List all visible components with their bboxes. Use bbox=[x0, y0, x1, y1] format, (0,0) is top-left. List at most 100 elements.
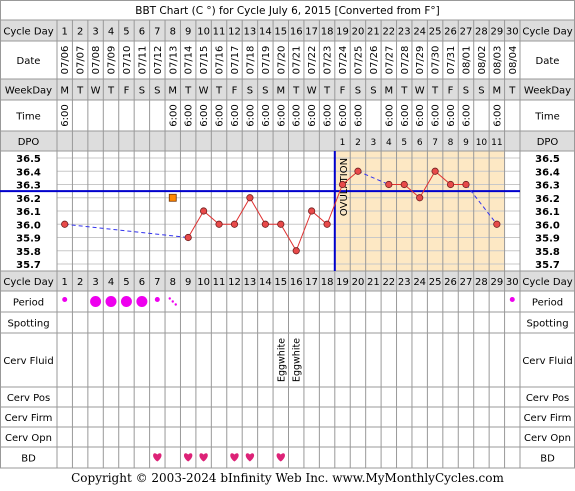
weekday-label: W bbox=[199, 86, 209, 97]
temp-point bbox=[292, 247, 300, 255]
time-label: 6:00 bbox=[307, 104, 318, 126]
period-marker-heavy bbox=[105, 296, 117, 307]
cycle-day-label: 2 bbox=[77, 27, 83, 38]
dpo-label: 8 bbox=[448, 138, 454, 148]
cycle-day-label-bottom: 9 bbox=[185, 277, 191, 288]
temp-line-segment bbox=[295, 210, 313, 251]
y-tick-label-right: 36.3 bbox=[535, 181, 560, 192]
time-label: 6:00 bbox=[400, 104, 411, 126]
copyright-text: Copyright © 2003-2024 bInfinity Web Inc.… bbox=[71, 471, 504, 485]
bd-heart-icon bbox=[199, 453, 208, 462]
cycle-day-label-bottom: 22 bbox=[382, 277, 395, 288]
cycle-day-label: 30 bbox=[506, 27, 519, 38]
date-label: 08/04 bbox=[508, 46, 519, 75]
time-label: 6:00 bbox=[492, 104, 503, 126]
bd-heart-icon bbox=[153, 453, 162, 462]
time-label: 6:00 bbox=[338, 104, 349, 126]
time-label: 6:00 bbox=[245, 104, 256, 126]
date-label: 07/21 bbox=[292, 46, 303, 75]
cycle-day-label-bottom: 25 bbox=[429, 277, 442, 288]
cycle-day-label-bottom: 18 bbox=[321, 277, 334, 288]
cycle-day-label-bottom: 26 bbox=[444, 277, 457, 288]
date-label: 07/13 bbox=[168, 46, 179, 75]
y-tick-label-right: 36.4 bbox=[535, 167, 560, 178]
period-marker-spotting bbox=[171, 300, 174, 303]
weekday-label: S bbox=[478, 86, 484, 97]
cycle-day-label-bottom: 13 bbox=[244, 277, 257, 288]
row-label-bd: BD bbox=[21, 454, 36, 465]
cycle-day-label-bottom: 15 bbox=[274, 277, 287, 288]
cycle-day-label: 13 bbox=[244, 27, 257, 38]
cycle-day-label: 16 bbox=[290, 27, 303, 38]
weekday-label: S bbox=[355, 86, 361, 97]
temp-point bbox=[230, 220, 239, 228]
time-label: 6:00 bbox=[461, 104, 472, 126]
date-label: 07/09 bbox=[107, 46, 118, 75]
cycle-day-label-bottom: 7 bbox=[154, 277, 160, 288]
dpo-label: 10 bbox=[476, 138, 488, 148]
period-marker-spotting bbox=[174, 303, 177, 306]
cycle-day-label: 24 bbox=[413, 27, 426, 38]
y-tick-label-right: 36.5 bbox=[535, 154, 560, 165]
temp-point bbox=[261, 220, 269, 228]
date-label: 07/14 bbox=[184, 46, 195, 75]
time-label: 6:00 bbox=[276, 104, 287, 126]
row-label-right-cycle_day: Cycle Day bbox=[522, 27, 572, 38]
y-tick-label: 35.9 bbox=[16, 234, 41, 245]
cycle-day-label-bottom: 17 bbox=[305, 277, 318, 288]
weekday-label: M bbox=[276, 86, 285, 97]
cycle-day-label-bottom: 5 bbox=[123, 277, 129, 288]
cycle-day-label: 4 bbox=[108, 27, 114, 38]
cycle-day-label-bottom: 4 bbox=[108, 277, 114, 288]
temp-line-segment bbox=[187, 210, 205, 238]
row-label-right-dpo: DPO bbox=[537, 137, 559, 148]
discarded-temp-point bbox=[168, 193, 177, 202]
y-tick-label: 36.1 bbox=[16, 207, 41, 218]
temp-point bbox=[323, 220, 331, 228]
row-label-cycle_day: Cycle Day bbox=[3, 27, 53, 38]
y-tick-label: 35.7 bbox=[16, 260, 41, 271]
bd-heart-icon bbox=[245, 453, 255, 462]
weekday-label: T bbox=[76, 86, 84, 97]
period-marker-light bbox=[509, 297, 515, 302]
cycle-day-label: 26 bbox=[444, 27, 457, 38]
row-label-right-cerv_fluid: Cerv Fluid bbox=[522, 356, 572, 367]
cycle-day-label: 19 bbox=[336, 27, 349, 38]
temp-point bbox=[61, 220, 69, 228]
weekday-label: T bbox=[323, 86, 331, 97]
row-bg-wd bbox=[0, 79, 575, 100]
row-label-cerv_opn: Cerv Opn bbox=[5, 433, 52, 444]
cycle-day-label: 27 bbox=[460, 27, 473, 38]
weekday-label: F bbox=[124, 86, 130, 97]
cycle-day-label-bottom: 3 bbox=[92, 277, 98, 288]
bd-heart-icon bbox=[230, 453, 239, 462]
weekday-label: S bbox=[463, 86, 469, 97]
period-marker-heavy bbox=[136, 296, 148, 307]
dpo-label: 4 bbox=[386, 138, 392, 148]
dpo-label: 1 bbox=[340, 138, 346, 148]
cycle-day-label-bottom: 11 bbox=[213, 277, 226, 288]
cycle-day-label-bottom: 2 bbox=[77, 277, 83, 288]
date-label: 07/10 bbox=[122, 46, 133, 75]
cycle-day-label: 28 bbox=[475, 27, 488, 38]
row-label-weekday: WeekDay bbox=[5, 86, 52, 97]
date-label: 07/27 bbox=[384, 46, 395, 75]
cycle-day-label-bottom: 16 bbox=[290, 277, 303, 288]
weekday-label: T bbox=[508, 86, 516, 97]
period-marker-spotting bbox=[168, 297, 171, 300]
cycle-day-label: 10 bbox=[197, 27, 210, 38]
temp-point bbox=[338, 180, 347, 189]
date-label: 07/22 bbox=[307, 46, 318, 75]
temp-point bbox=[308, 207, 316, 215]
time-label: 6:00 bbox=[415, 104, 426, 126]
date-label: 07/31 bbox=[446, 46, 457, 75]
y-tick-label-right: 35.8 bbox=[535, 247, 560, 258]
date-label: 07/29 bbox=[415, 46, 426, 75]
cycle-day-label: 11 bbox=[213, 27, 226, 38]
cycle-day-label-bottom: 23 bbox=[398, 277, 411, 288]
weekday-label: S bbox=[154, 86, 160, 97]
weekday-label: T bbox=[107, 86, 115, 97]
y-tick-label: 36.4 bbox=[16, 167, 41, 178]
